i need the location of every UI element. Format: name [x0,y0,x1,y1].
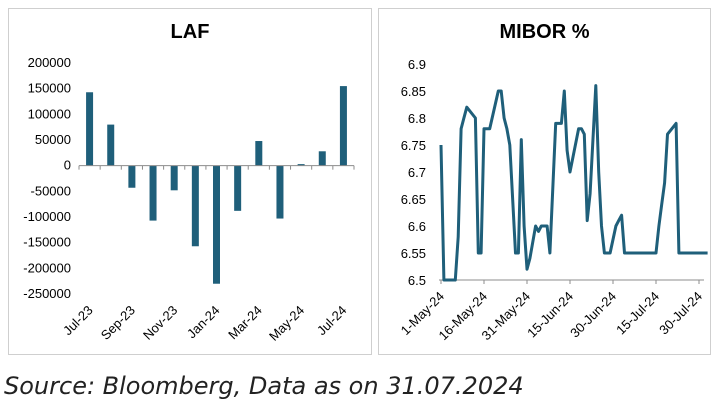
laf-xtick-label: Jul-24 [314,303,350,339]
mibor-ytick-label: 6.55 [401,246,426,261]
mibor-ytick-label: 6.75 [401,138,426,153]
laf-ytick-label: -50000 [31,183,71,198]
laf-ytick-label: -150000 [23,235,71,250]
laf-xtick-label: Jul-23 [60,303,96,339]
mibor-ytick-label: 6.65 [401,192,426,207]
mibor-chart-title: MIBOR % [499,21,590,43]
mibor-ytick-label: 6.9 [408,57,426,72]
laf-chart: 200000 150000 100000 50000 0 -50000 -100000 -15… [23,55,355,344]
laf-bar [191,165,199,247]
laf-ytick-label: 100000 [28,106,71,121]
mibor-ytick-label: 6.8 [408,111,426,126]
mibor-xtick-label: 30-Jul-24 [656,289,705,338]
mibor-xtick-label: 30-Jun-24 [567,289,619,341]
laf-ytick-label: 200000 [28,55,71,70]
laf-bar [107,124,115,166]
laf-ytick-label: -200000 [23,260,71,275]
laf-chart-title: LAF [170,21,210,43]
laf-ytick-label: -100000 [23,209,71,224]
laf-bar [128,165,136,188]
laf-bar [339,86,347,166]
laf-xtick-label: Sep-23 [98,303,138,343]
mibor-xtick-label: 15-Jun-24 [524,289,576,341]
laf-bar [149,165,157,221]
laf-ytick-label: -250000 [23,286,71,301]
mibor-ytick-label: 6.6 [408,219,426,234]
laf-chart-panel: LAF 200000 150000 100000 50000 0 -50000 -10000… [8,8,372,355]
laf-bar [86,92,94,166]
mibor-ytick-label: 6.85 [401,84,426,99]
laf-bar [170,165,178,191]
mibor-chart-panel: MIBOR % 6.9 6.85 6.8 6.75 6.7 6.65 6.6 6.55 6.5 1… [378,8,711,355]
mibor-chart: 6.96.856.86.756.76.656.66.556.51-May-241… [398,57,708,343]
laf-bar [318,151,326,166]
laf-bar [276,165,284,219]
laf-bar [297,164,305,166]
mibor-series-line [439,84,708,282]
laf-xtick-label: Jan-24 [184,303,223,342]
mibor-ytick-label: 6.5 [408,273,426,288]
mibor-ytick-label: 6.7 [408,165,426,180]
source-note: Source: Bloomberg, Data as on 31.07.2024 [4,372,524,400]
laf-xtick-label: Nov-23 [140,303,180,343]
laf-bar [234,165,242,211]
laf-ytick-label: 0 [64,158,71,173]
laf-bar [255,141,263,166]
laf-bar [213,165,220,284]
laf-xtick-label: Mar-24 [225,303,265,343]
laf-xtick-label: May-24 [266,303,307,344]
laf-ytick-label: 50000 [35,132,71,147]
laf-ytick-label: 150000 [28,81,71,96]
mibor-xtick-label: 15-Jul-24 [613,289,662,338]
